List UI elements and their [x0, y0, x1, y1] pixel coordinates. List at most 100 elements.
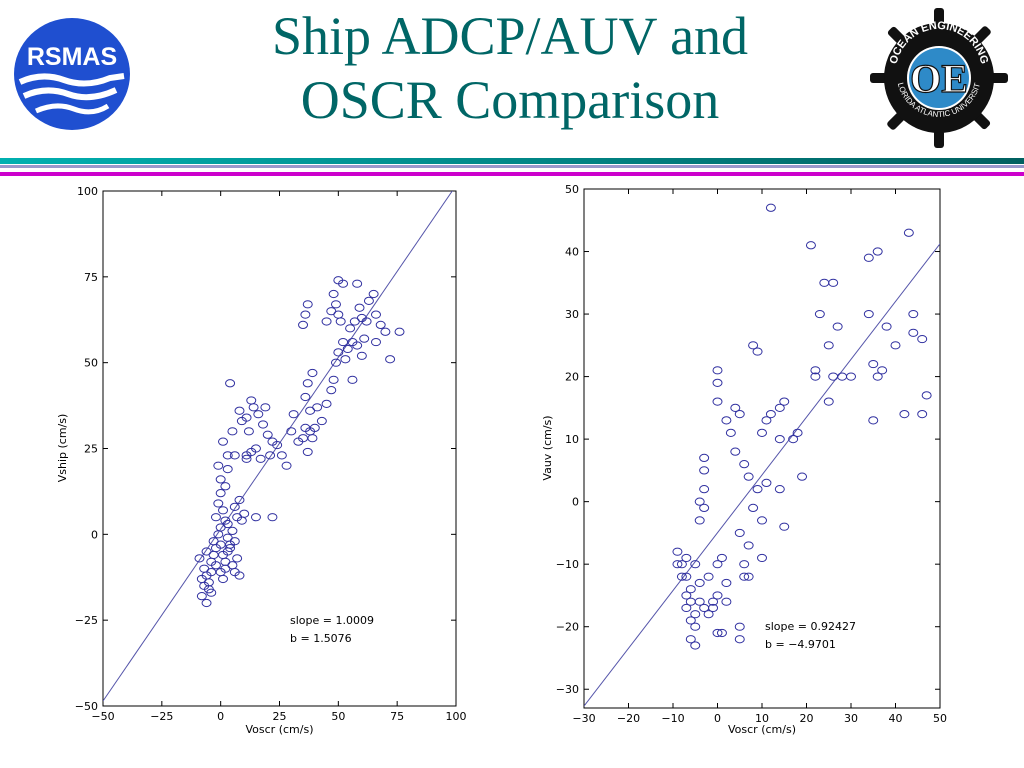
divider-lavender — [0, 165, 1024, 168]
data-point — [681, 553, 692, 563]
y-tick-label: 75 — [84, 271, 98, 284]
data-point — [739, 560, 750, 569]
slide-title: Ship ADCP/AUV and OSCR Comparison — [160, 4, 860, 132]
data-point — [359, 334, 370, 343]
rsmas-wave-2 — [22, 87, 118, 101]
data-point — [222, 465, 233, 474]
data-point — [712, 628, 723, 638]
data-point — [890, 341, 901, 350]
data-point — [743, 472, 754, 481]
data-point — [302, 300, 313, 309]
data-point — [267, 513, 278, 522]
data-point — [234, 495, 245, 505]
slope-annotation: slope = 1.0009 — [290, 614, 374, 627]
data-point — [730, 403, 741, 412]
data-point — [672, 560, 683, 569]
data-point — [712, 591, 723, 600]
data-point — [307, 368, 318, 378]
data-point — [685, 635, 696, 644]
data-point — [338, 337, 349, 347]
data-point — [326, 386, 337, 395]
data-point — [774, 435, 785, 444]
data-point — [347, 337, 358, 347]
data-point — [222, 519, 233, 529]
data-point — [903, 228, 914, 237]
y-tick-label: 20 — [565, 371, 579, 384]
y-tick-label: 40 — [565, 246, 579, 259]
data-point — [725, 428, 736, 437]
data-point — [908, 328, 919, 337]
data-point — [255, 454, 266, 463]
data-point — [868, 416, 879, 425]
data-point — [342, 344, 353, 354]
x-tick-label: −50 — [91, 710, 114, 723]
data-point — [690, 610, 701, 619]
data-point — [330, 358, 341, 367]
data-point — [218, 506, 229, 515]
x-tick-label: 30 — [844, 712, 858, 725]
y-tick-label: −30 — [556, 683, 579, 696]
x-tick-label: 10 — [755, 712, 769, 725]
data-point — [868, 359, 879, 369]
y-tick-label: 50 — [84, 357, 98, 370]
data-point — [765, 203, 776, 212]
data-point — [757, 516, 767, 525]
data-point — [828, 372, 839, 381]
data-point — [338, 279, 349, 288]
data-point — [917, 410, 928, 419]
y-tick-label: −10 — [556, 558, 579, 571]
data-point — [681, 572, 692, 581]
divider-magenta — [0, 172, 1024, 176]
x-tick-label: −25 — [150, 710, 173, 723]
data-point — [685, 597, 696, 606]
data-point — [828, 278, 839, 287]
data-point — [676, 560, 687, 569]
data-point — [276, 451, 287, 460]
data-point — [721, 597, 732, 606]
data-point — [716, 628, 727, 638]
data-point — [229, 568, 240, 577]
rsmas-logo-text: RSMAS — [27, 43, 117, 71]
data-point — [685, 585, 696, 594]
data-point — [210, 513, 221, 522]
data-point — [307, 434, 318, 443]
data-point — [258, 420, 269, 429]
data-point — [899, 410, 910, 419]
data-point — [356, 351, 367, 360]
data-point — [328, 289, 339, 299]
x-tick-label: 0 — [714, 712, 721, 725]
data-point — [250, 513, 261, 522]
data-point — [716, 553, 727, 563]
data-point — [210, 561, 221, 570]
data-point — [286, 427, 297, 436]
regression-line — [103, 191, 453, 702]
data-point — [690, 560, 701, 569]
data-point — [765, 410, 776, 419]
data-point — [792, 428, 803, 437]
data-point — [196, 592, 207, 601]
data-point — [743, 572, 754, 581]
data-point — [385, 355, 396, 364]
data-point — [694, 497, 705, 506]
data-point — [872, 372, 883, 381]
data-point — [194, 554, 205, 563]
data-point — [312, 403, 323, 412]
data-point — [708, 603, 719, 613]
data-point — [734, 528, 745, 538]
data-point — [300, 392, 311, 402]
data-point — [694, 597, 705, 606]
oe-monogram: OE — [910, 56, 968, 101]
y-tick-label: 30 — [565, 308, 579, 321]
data-point — [721, 416, 732, 425]
data-point — [810, 366, 821, 375]
data-point — [328, 375, 339, 384]
y-tick-label: −20 — [556, 621, 579, 634]
data-point — [690, 622, 701, 631]
slope-annotation: slope = 0.92427 — [765, 620, 856, 633]
data-point — [243, 427, 254, 436]
data-point — [196, 574, 207, 584]
data-point — [225, 540, 236, 549]
x-tick-label: 20 — [800, 712, 814, 725]
data-point — [227, 561, 238, 570]
data-point — [298, 320, 309, 329]
